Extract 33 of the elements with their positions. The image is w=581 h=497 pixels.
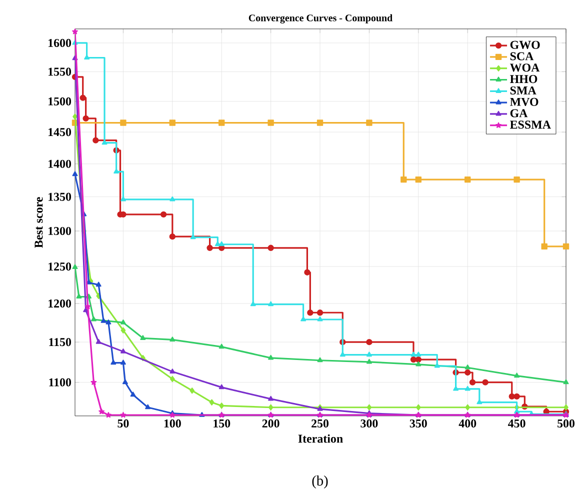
y-tick-label: 1200 <box>48 299 72 308</box>
x-tick-label: 450 <box>508 419 526 428</box>
y-tick-label: 1450 <box>48 128 72 136</box>
legend-label: WOA <box>510 64 540 72</box>
x-tick-label: 500 <box>558 419 575 428</box>
y-tick-label: 1250 <box>48 262 72 271</box>
x-tick-label: 100 <box>164 419 181 428</box>
y-tick-label: 1350 <box>48 192 72 201</box>
legend-label: SMA <box>510 86 536 94</box>
chart-title: Convergence Curves - Compound <box>248 14 392 24</box>
y-tick-label: 1150 <box>49 338 72 346</box>
legend-label: MVO <box>510 98 538 106</box>
y-tick-label: 1550 <box>48 68 72 76</box>
legend-label: ESSMA <box>510 120 551 129</box>
legend-label: GA <box>510 109 528 118</box>
x-tick-label: 50 <box>118 419 129 428</box>
text: (b) <box>312 475 328 488</box>
y-tick-label: 1300 <box>48 226 72 236</box>
x-tick-label: 300 <box>360 419 378 428</box>
x-tick-label: 200 <box>262 419 280 428</box>
x-axis-title: Iteration <box>298 434 343 443</box>
legend-label: GWO <box>510 40 540 49</box>
legend-label: HHO <box>510 75 538 84</box>
y-tick-label: 1100 <box>49 378 72 386</box>
x-tick-label: 400 <box>458 419 476 428</box>
y-tick-label: 1500 <box>48 97 72 106</box>
y-axis-title: Best score <box>34 197 43 248</box>
y-tick-label: 1400 <box>48 160 72 168</box>
y-tick-label: 1600 <box>48 38 72 47</box>
x-tick-label: 250 <box>312 419 329 428</box>
x-tick-label: 350 <box>410 419 427 428</box>
legend-label: SCA <box>510 52 534 60</box>
x-tick-label: 150 <box>214 419 230 428</box>
